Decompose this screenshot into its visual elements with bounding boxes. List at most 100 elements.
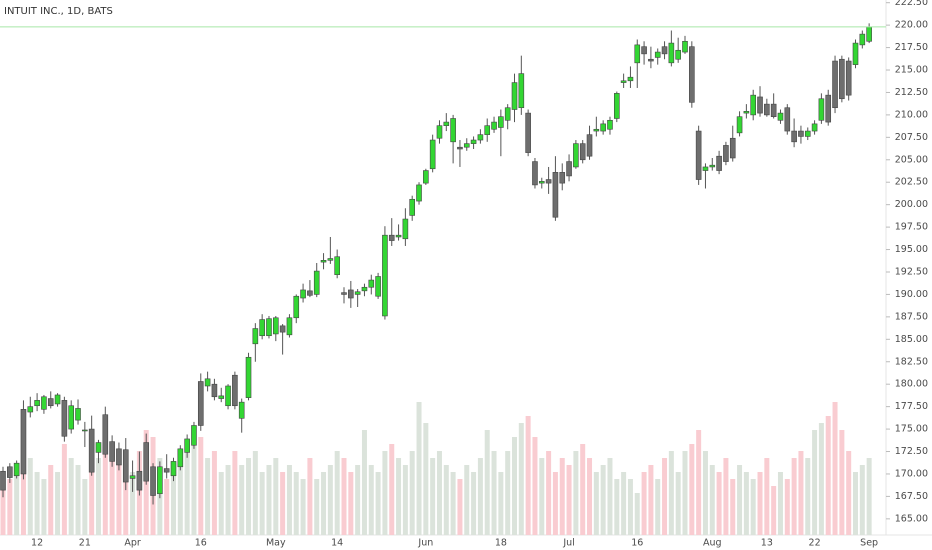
volume-bar	[95, 458, 101, 535]
x-tick-label: Apr	[124, 538, 141, 549]
y-tick-label: 220.00	[895, 20, 928, 31]
y-tick-label: 192.50	[895, 266, 928, 277]
volume-bar	[423, 423, 429, 535]
volume-bar	[512, 437, 517, 535]
volume-bar	[750, 479, 756, 535]
y-tick-label: 197.50	[895, 222, 928, 233]
volume-bar	[764, 458, 770, 535]
candle-body	[388, 234, 395, 241]
candle-body	[177, 448, 184, 468]
candle-body	[68, 405, 74, 430]
candle-body	[150, 466, 156, 496]
candle-body	[504, 107, 511, 121]
candle-body	[429, 139, 436, 170]
volume-bar	[375, 472, 381, 535]
volume-bar	[82, 479, 88, 535]
candle-body	[593, 128, 600, 132]
candle-body	[293, 295, 300, 319]
candle-body	[804, 130, 811, 137]
candle-body	[470, 139, 477, 144]
volume-bar	[614, 479, 620, 535]
candle-body	[75, 408, 81, 421]
candle-body	[729, 137, 736, 159]
candle-body	[0, 470, 6, 491]
volume-bar	[27, 458, 33, 535]
candle-body	[552, 172, 559, 218]
candle-body	[845, 60, 852, 96]
candle-body	[402, 218, 409, 240]
candle-body	[129, 475, 136, 479]
volume-bar	[532, 437, 538, 535]
volume-bar	[14, 465, 20, 535]
volume-bar	[825, 416, 831, 535]
candle-body	[627, 76, 634, 82]
candle-body	[538, 181, 545, 184]
volume-bar	[668, 451, 674, 535]
volume-bar	[430, 458, 436, 535]
candle-body	[634, 44, 641, 64]
volume-bar	[382, 451, 388, 535]
volume-bar	[246, 458, 252, 535]
volume-bar	[457, 479, 463, 535]
y-tick-label: 187.50	[895, 311, 928, 322]
volume-bar	[307, 458, 313, 535]
x-tick-label: 16	[195, 538, 207, 549]
candle-body	[443, 121, 450, 126]
candle-body	[764, 103, 770, 116]
y-tick-label: 200.00	[895, 199, 928, 210]
volume-bar	[116, 458, 122, 535]
candle-body	[82, 429, 88, 432]
candle-body	[709, 164, 716, 168]
y-tick-label: 177.50	[895, 401, 928, 412]
candle-body	[750, 94, 757, 116]
volume-bar	[791, 458, 797, 535]
candle-body	[157, 466, 163, 495]
volume-bar	[327, 465, 333, 535]
candle-layer	[0, 23, 872, 505]
volume-bar	[484, 430, 490, 535]
y-tick-label: 210.00	[895, 109, 928, 120]
candle-body	[218, 395, 225, 399]
candle-body	[695, 130, 702, 180]
volume-bar	[409, 451, 415, 535]
x-tick-label: Jul	[562, 538, 574, 549]
volume-bar	[552, 472, 558, 535]
volume-bar	[389, 444, 395, 535]
candle-body	[450, 118, 456, 143]
y-tick-label: 195.00	[895, 244, 928, 255]
candle-body	[102, 414, 109, 455]
candle-body	[191, 425, 197, 446]
candle-body	[818, 98, 825, 121]
x-tick-label: Aug	[703, 538, 722, 549]
volume-bar	[771, 486, 777, 535]
candle-body	[7, 466, 13, 478]
volume-bar	[232, 451, 238, 535]
volume-bar	[68, 458, 74, 535]
candle-body	[859, 33, 866, 46]
volume-bar	[702, 451, 708, 535]
candle-body	[368, 279, 375, 288]
candle-body	[559, 172, 566, 184]
volume-bar	[368, 465, 374, 535]
candle-body	[436, 125, 443, 139]
volume-bar	[573, 451, 579, 535]
volume-bar	[341, 458, 347, 535]
volume-bar	[866, 458, 872, 535]
candle-body	[613, 93, 620, 119]
volume-bar	[402, 465, 408, 535]
candle-body	[354, 291, 361, 295]
candle-body	[518, 73, 525, 109]
volume-bar	[61, 444, 67, 535]
volume-bar	[314, 479, 320, 535]
candle-body	[566, 161, 572, 177]
candle-body	[122, 449, 129, 483]
volume-bar	[48, 465, 54, 535]
y-tick-label: 180.00	[895, 379, 928, 390]
volume-bar	[177, 465, 183, 535]
volume-bar	[130, 472, 136, 535]
volume-bar	[498, 472, 504, 535]
volume-bar	[621, 472, 627, 535]
volume-bar	[566, 465, 572, 535]
candle-body	[116, 448, 122, 466]
candle-body	[252, 328, 259, 345]
